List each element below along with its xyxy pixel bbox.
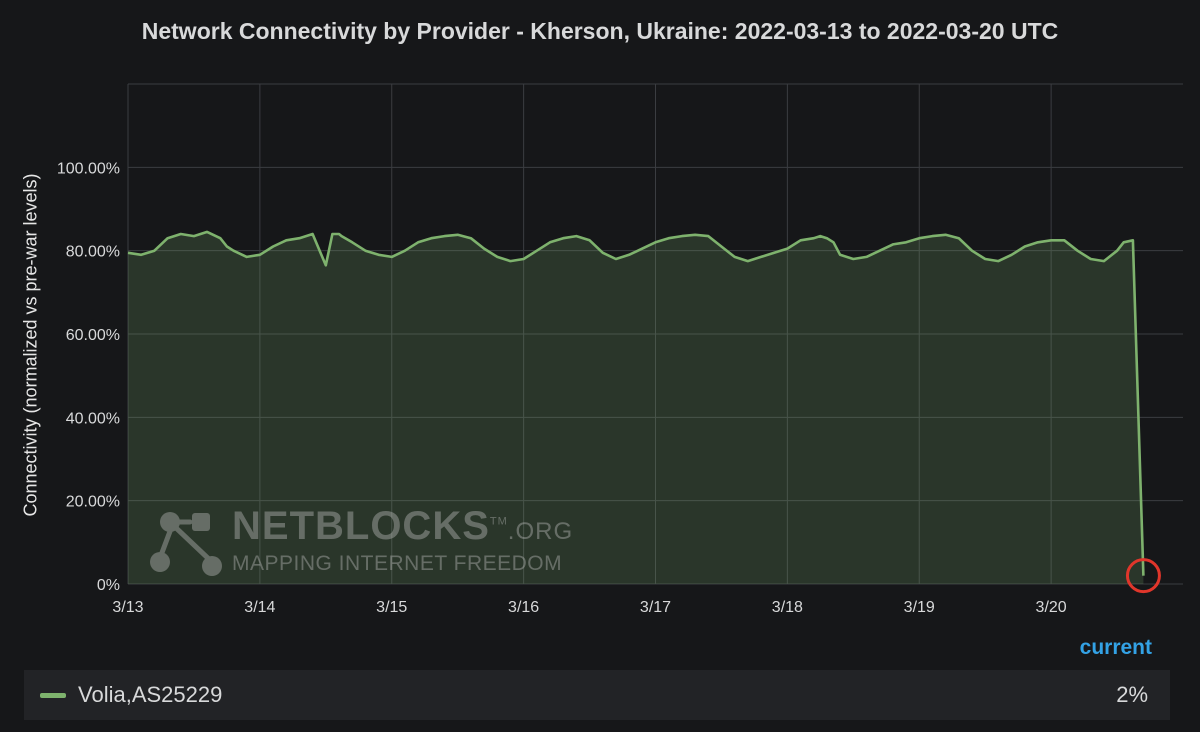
y-axis-label: Connectivity (normalized vs pre-war leve… — [20, 173, 41, 517]
y-tick-label: 60.00% — [66, 327, 120, 344]
watermark-brand: NETBLOCKSTM.ORG — [232, 504, 574, 548]
series-area-fill — [128, 231, 1144, 584]
x-tick-label: 3/17 — [640, 599, 671, 616]
chart-title: Network Connectivity by Provider - Khers… — [141, 18, 1059, 44]
y-tick-label: 20.00% — [66, 494, 120, 511]
watermark-tagline: MAPPING INTERNET FREEDOM — [232, 552, 563, 575]
highlight-circle — [1125, 558, 1161, 594]
y-axis-ticks: 0% 20.00% 40.00% 60.00% 80.00% 100.00% — [57, 160, 120, 594]
x-axis-ticks: 3/13 3/14 3/15 3/16 3/17 3/18 3/19 3/20 — [112, 599, 1066, 616]
netblocks-watermark: NETBLOCKSTM.ORG MAPPING INTERNET FREEDOM — [148, 504, 572, 582]
annotations — [1125, 558, 1161, 594]
x-tick-label: 3/13 — [112, 599, 143, 616]
legend-series-name[interactable]: Volia,AS25229 — [78, 682, 223, 707]
x-tick-label: 3/15 — [376, 599, 407, 616]
series-line-volia[interactable] — [127, 230, 1145, 576]
x-tick-label: 3/14 — [244, 599, 275, 616]
x-tick-label: 3/19 — [904, 599, 935, 616]
series-line — [127, 230, 1145, 576]
y-tick-label: 40.00% — [66, 410, 120, 427]
y-tick-label: 0% — [97, 577, 120, 594]
grid — [127, 83, 1183, 585]
legend-row[interactable]: Volia,AS25229 2% — [24, 670, 1170, 720]
x-tick-label: 3/18 — [772, 599, 803, 616]
legend-current-header[interactable]: current — [1079, 636, 1152, 659]
series-color-swatch — [40, 692, 66, 698]
y-tick-label: 80.00% — [66, 244, 120, 261]
chart-area: 0%20.00%40.00%60.00%80.00%100.00% 3/13 3/… — [57, 83, 1183, 616]
series-area — [128, 231, 1144, 584]
legend-current-value: 2% — [1116, 682, 1148, 707]
y-tick-label: 100.00% — [57, 160, 120, 177]
netblocks-logo-icon — [150, 512, 222, 576]
x-tick-label: 3/20 — [1036, 599, 1067, 616]
x-tick-label: 3/16 — [508, 599, 539, 616]
